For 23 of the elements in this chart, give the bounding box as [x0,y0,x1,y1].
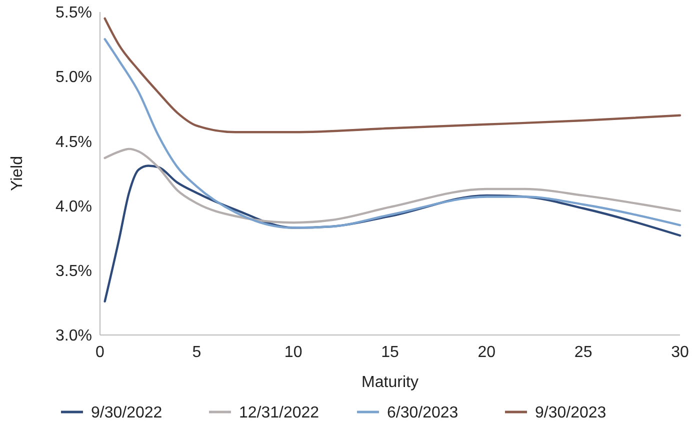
x-tick-label: 10 [284,344,302,361]
line-series [104,164,682,303]
x-tick-label: 0 [96,344,105,361]
legend-label: 12/31/2022 [239,404,320,422]
x-tick-label: 20 [478,344,496,361]
line-series [104,148,682,224]
y-tick-label: 5.0% [56,69,92,86]
line-series [104,17,682,134]
y-tick-label: 5.5% [56,4,92,22]
y-tick-label: 3.5% [56,263,92,280]
legend-label: 9/30/2022 [91,404,162,422]
line-series [104,38,682,229]
x-tick-label: 25 [574,344,592,361]
y-tick-label: 4.0% [56,198,92,216]
y-tick-label: 4.5% [56,134,92,151]
x-tick-label: 30 [671,344,689,361]
y-axis-title: Yield [9,156,26,191]
x-tick-label: 5 [192,344,202,361]
x-axis-title: Maturity [362,374,418,391]
legend-label: 9/30/2023 [535,404,606,422]
y-tick-label: 3.0% [56,328,92,345]
x-tick-label: 15 [381,344,399,361]
legend-label: 6/30/2023 [387,404,458,422]
